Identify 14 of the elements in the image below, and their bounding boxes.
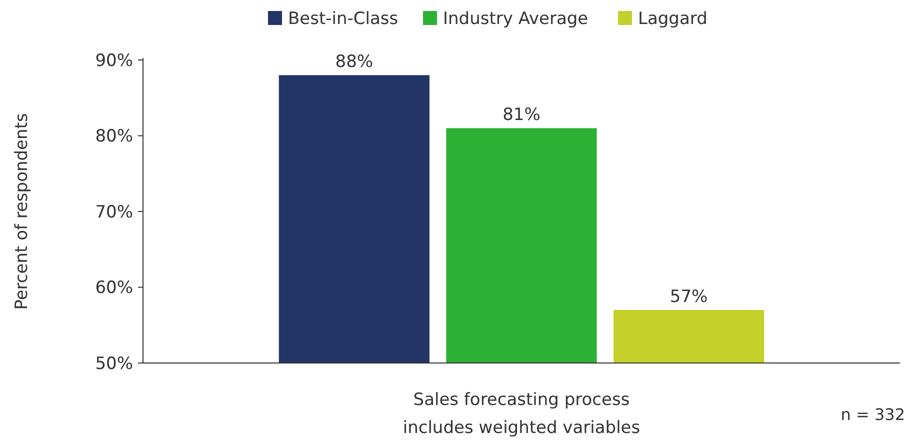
legend-label: Best-in-Class — [288, 8, 398, 29]
data-label: 57% — [670, 286, 708, 307]
y-tick-label: 70% — [95, 202, 133, 222]
legend-label: Industry Average — [443, 8, 588, 29]
y-axis-title: Percent of respondents — [12, 113, 32, 310]
legend-label: Laggard — [638, 8, 708, 29]
data-label: 81% — [502, 105, 540, 126]
y-tick-label: 90% — [95, 50, 133, 71]
data-label: 88% — [335, 52, 374, 72]
y-tick-label: 50% — [95, 354, 133, 374]
x-tick-label: Sales forecasting process includes weighted variables — [402, 390, 640, 438]
y-tick-label: 80% — [95, 126, 133, 147]
text: n = 332 — [840, 405, 905, 424]
y-tick-label: 60% — [95, 278, 133, 298]
